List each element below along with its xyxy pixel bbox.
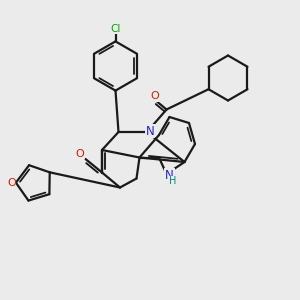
Text: H: H	[169, 176, 176, 187]
Text: O: O	[76, 148, 85, 159]
Text: N: N	[146, 124, 154, 138]
Text: Cl: Cl	[110, 24, 121, 34]
Text: O: O	[7, 178, 16, 188]
Text: N: N	[165, 169, 174, 182]
Text: O: O	[151, 91, 160, 101]
